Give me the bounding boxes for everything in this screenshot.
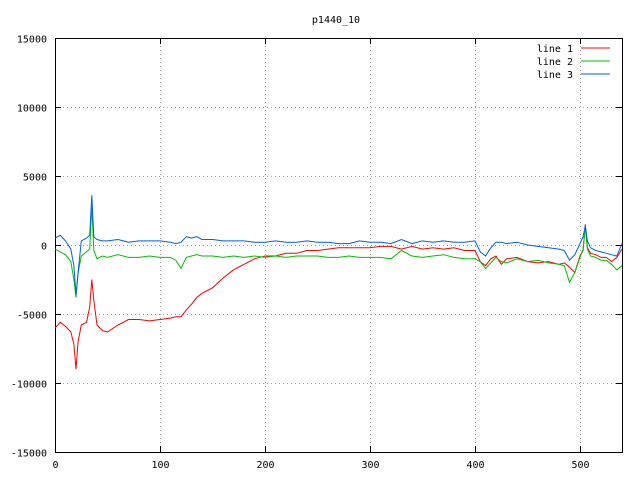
y-tick-label: 5000 <box>23 173 47 184</box>
x-tick-label: 400 <box>466 460 484 471</box>
legend-label-3: line 3 <box>537 70 573 81</box>
axis-ticks: 0 100 200 300 400 500 -15000 -10000 -5000 0 5000 10… <box>11 35 622 471</box>
x-tick-label: 100 <box>151 460 169 471</box>
legend: line 1 line 2 line 3 <box>537 44 610 81</box>
x-tick-label: 300 <box>361 460 379 471</box>
series-line-2 <box>54 206 623 298</box>
y-tick-label: -10000 <box>11 380 47 391</box>
series-line-1 <box>54 224 623 370</box>
y-tick-label: -15000 <box>11 449 47 460</box>
y-tick-label: 15000 <box>17 35 47 46</box>
x-tick-label: 0 <box>52 460 58 471</box>
x-tick-label: 500 <box>571 460 589 471</box>
series-line-3 <box>54 195 623 295</box>
grid <box>55 38 622 452</box>
y-tick-label: -5000 <box>17 311 47 322</box>
chart-title: p1440_10 <box>312 15 360 26</box>
series-group <box>54 195 623 370</box>
y-tick-label: 10000 <box>17 104 47 115</box>
legend-label-2: line 2 <box>537 57 573 68</box>
x-tick-label: 200 <box>256 460 274 471</box>
legend-label-1: line 1 <box>537 44 573 55</box>
y-tick-label: 0 <box>41 242 47 253</box>
